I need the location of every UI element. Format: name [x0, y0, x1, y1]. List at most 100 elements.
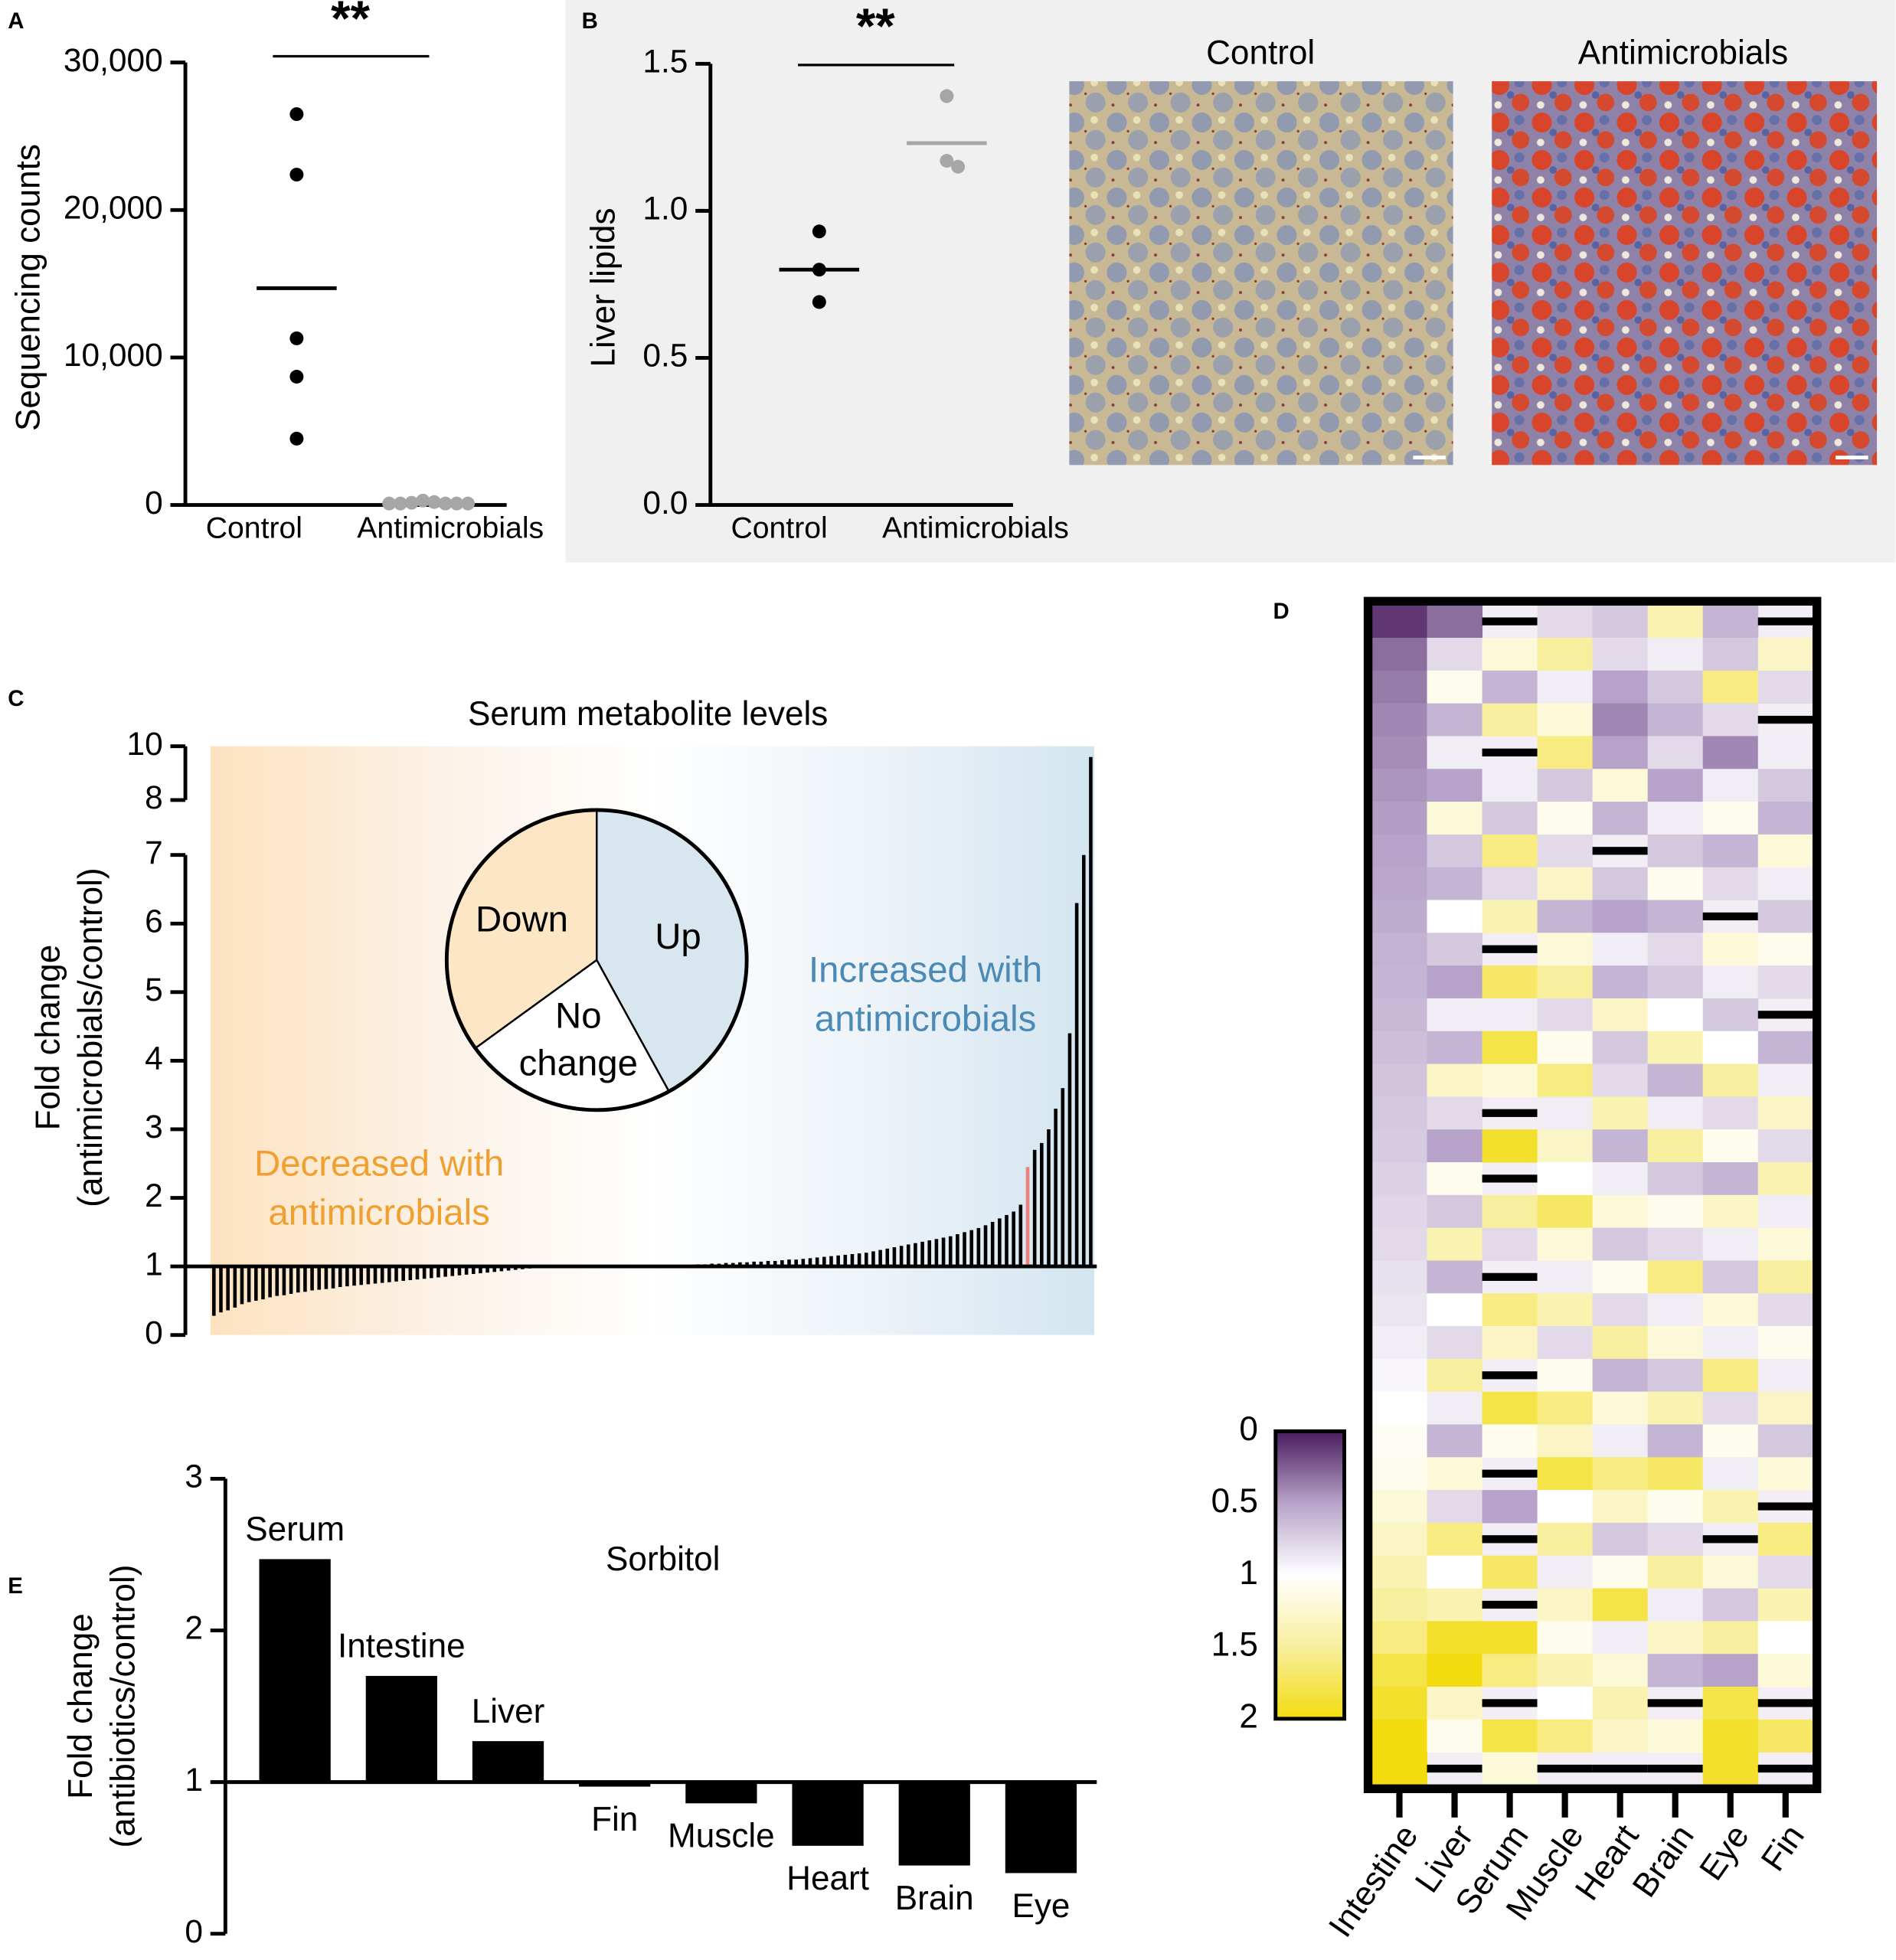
heatmap-cell [1482, 1654, 1538, 1687]
heatmap-cell [1592, 1424, 1649, 1458]
heatmap-cell [1592, 736, 1649, 769]
bar [289, 1266, 293, 1294]
heatmap-cell [1371, 867, 1428, 900]
heatmap-cell [1702, 1752, 1759, 1785]
bar [822, 1256, 826, 1267]
data-point [940, 154, 954, 168]
bar [892, 1247, 897, 1267]
data-point [449, 496, 464, 511]
heatmap-cell [1757, 1227, 1814, 1261]
heatmap-cell [1371, 1358, 1428, 1393]
bar [387, 1266, 391, 1282]
heatmap-cell [1482, 1391, 1538, 1425]
heatmap-cell [1427, 1522, 1483, 1557]
heatmap-cell [1427, 867, 1483, 900]
bar [963, 1232, 966, 1267]
heatmap-cell [1647, 1260, 1704, 1294]
bar [359, 1266, 363, 1285]
heatmap-cell [1702, 1654, 1759, 1687]
y-tick-label: 20,000 [64, 190, 163, 226]
annotation: Decreased with [254, 1144, 504, 1184]
data-point [461, 496, 476, 511]
heatmap-cell [1592, 1588, 1649, 1622]
heatmap-cell [1537, 638, 1594, 671]
bar [1081, 854, 1086, 1267]
bar [920, 1241, 924, 1267]
heatmap-cell [1371, 1555, 1428, 1589]
colorbar-tick-label: 2 [1239, 1698, 1258, 1736]
heatmap-cell [1592, 1129, 1649, 1163]
heatmap-cell [1537, 1162, 1594, 1196]
data-point [289, 431, 304, 446]
category-label: Intestine [338, 1628, 466, 1665]
bar [685, 1782, 757, 1804]
y-axis-label: Fold change [62, 1613, 100, 1799]
y-axis-label: (antibiotics/control) [104, 1565, 142, 1848]
heatmap-cell [1757, 1326, 1814, 1360]
bar [219, 1266, 223, 1313]
heatmap-cell [1757, 1031, 1814, 1065]
missing-cell [1482, 748, 1538, 756]
bar [261, 1266, 265, 1300]
x-tick-label: Brain [1626, 1818, 1701, 1904]
heatmap-cell [1371, 1391, 1428, 1425]
bar [457, 1266, 462, 1276]
bar [759, 1261, 763, 1267]
bar [579, 1782, 651, 1787]
heatmap-cell [1757, 867, 1814, 900]
heatmap-cell [1647, 1457, 1704, 1491]
heatmap-cell [1702, 802, 1759, 835]
heatmap-cell [1427, 834, 1483, 868]
heatmap-cell [1537, 605, 1594, 639]
heatmap-cell [1427, 638, 1483, 671]
heatmap-cell [1757, 1391, 1814, 1425]
data-point [427, 495, 441, 509]
missing-cell [1482, 945, 1538, 953]
bar [212, 1266, 216, 1316]
heatmap-cell [1592, 1162, 1649, 1196]
bar [247, 1266, 251, 1302]
heatmap-cell [1537, 1522, 1594, 1557]
category-label: Liver [472, 1693, 545, 1730]
heatmap-cell [1482, 1227, 1538, 1261]
bar [836, 1255, 840, 1267]
heatmap-border [1363, 596, 1822, 1794]
heatmap-cell [1757, 1457, 1814, 1491]
heatmap-cell [1427, 605, 1483, 639]
bar [499, 1266, 504, 1272]
heatmap-cell [1647, 1719, 1704, 1753]
significance: ** [331, 0, 370, 47]
bar [864, 1253, 868, 1267]
heatmap-cell [1757, 1555, 1814, 1589]
bar [485, 1266, 489, 1273]
heatmap-cell [1371, 638, 1428, 671]
bar [998, 1218, 1002, 1267]
category-label: Eye [1012, 1887, 1070, 1925]
bar [885, 1248, 890, 1267]
heatmap-cell [1647, 965, 1704, 999]
heatmap-cell [1482, 1129, 1538, 1163]
heatmap-cell [1537, 834, 1594, 868]
data-point [812, 295, 826, 309]
heatmap-cell [1537, 1194, 1594, 1229]
heatmap-cell [1537, 1588, 1594, 1622]
bar [401, 1266, 405, 1281]
heatmap-cell [1592, 933, 1649, 966]
bar [878, 1250, 882, 1267]
heatmap-cell [1702, 998, 1759, 1032]
data-point [289, 331, 304, 345]
bar [1018, 1204, 1023, 1267]
heatmap-cell [1371, 1293, 1428, 1327]
heatmap-cell [1647, 1588, 1704, 1622]
heatmap-cell [1427, 1293, 1483, 1327]
x-tick-label: Intestine [1322, 1818, 1426, 1945]
missing-cell [1702, 912, 1758, 921]
y-tick-label: 4 [145, 1040, 163, 1076]
heatmap-cell [1702, 834, 1759, 868]
heatmap-cell [1702, 1621, 1759, 1655]
panel-label: E [8, 1573, 23, 1599]
bar [948, 1236, 953, 1267]
heatmap-cell [1537, 1621, 1594, 1655]
y-tick-label: 1 [185, 1762, 203, 1798]
heatmap-cell [1371, 605, 1428, 639]
